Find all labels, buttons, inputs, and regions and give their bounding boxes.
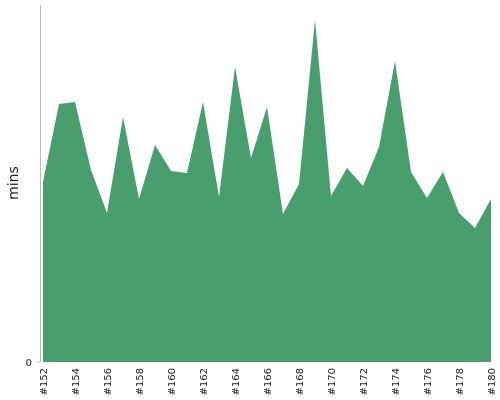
x-tick-label: #152 [39, 368, 50, 395]
x-tick-label: #156 [103, 368, 114, 395]
x-tick-label: #160 [167, 368, 178, 395]
y-axis-label: mins [6, 166, 22, 200]
area [43, 20, 491, 362]
x-tick-label: #168 [295, 368, 306, 395]
x-tick-label: #154 [71, 368, 82, 395]
x-tick-label: #174 [391, 368, 402, 395]
x-tick-label: #176 [423, 368, 434, 395]
x-tick-label: #162 [199, 368, 210, 395]
x-tick-label: #172 [359, 368, 370, 395]
y-tick-label: 0 [26, 358, 32, 369]
x-tick-label: #180 [487, 368, 498, 395]
x-tick-label: #164 [231, 368, 242, 395]
x-tick-label: #170 [327, 368, 338, 395]
x-tick-label: #158 [135, 368, 146, 395]
x-tick-label: #166 [263, 368, 274, 395]
x-tick-label: #178 [455, 368, 466, 395]
